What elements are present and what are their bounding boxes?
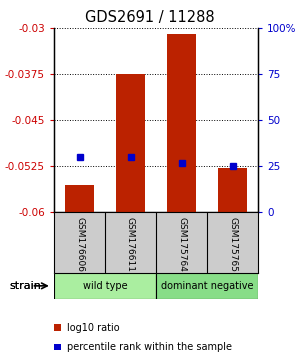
Bar xyxy=(65,185,94,212)
Bar xyxy=(167,34,196,212)
Text: strain: strain xyxy=(9,281,41,291)
Text: GSM176606: GSM176606 xyxy=(75,217,84,272)
Text: dominant negative: dominant negative xyxy=(161,281,253,291)
Bar xyxy=(54,273,156,299)
Text: wild type: wild type xyxy=(83,281,127,291)
Text: strain: strain xyxy=(9,281,41,291)
Text: log10 ratio: log10 ratio xyxy=(67,323,119,333)
Bar xyxy=(116,74,145,212)
Text: percentile rank within the sample: percentile rank within the sample xyxy=(67,342,232,352)
Text: GSM175765: GSM175765 xyxy=(228,217,237,272)
Text: GSM176611: GSM176611 xyxy=(126,217,135,272)
Bar xyxy=(156,273,258,299)
Text: GSM175764: GSM175764 xyxy=(177,217,186,272)
Bar xyxy=(218,168,247,212)
Text: GDS2691 / 11288: GDS2691 / 11288 xyxy=(85,10,215,25)
